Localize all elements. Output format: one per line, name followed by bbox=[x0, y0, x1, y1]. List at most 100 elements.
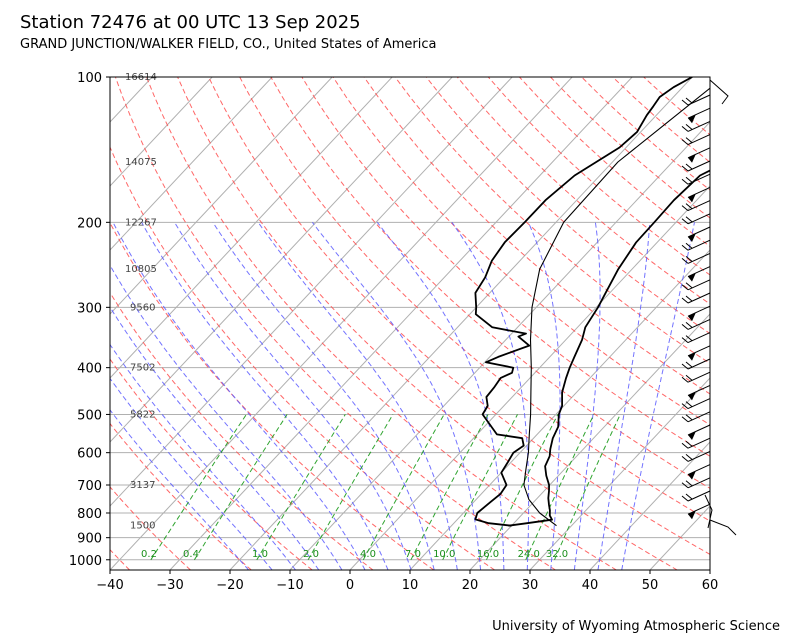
plot-frame bbox=[109, 76, 711, 571]
isotherm-line bbox=[110, 77, 393, 379]
mixing-ratio-line bbox=[307, 414, 394, 561]
moist-adiabat bbox=[527, 222, 561, 570]
wind-barb-tick bbox=[681, 376, 689, 383]
mixing-ratio-label: 7.0 bbox=[405, 549, 421, 560]
x-tick-label: 60 bbox=[702, 578, 719, 593]
height-label: 12267 bbox=[125, 217, 157, 228]
mixing-ratio-labels: 0.2 0.4 1.0 2.0 4.0 7.0 10.0 16.0 24.0 32.0 bbox=[141, 549, 568, 560]
dry-adiabat bbox=[110, 486, 191, 570]
x-tick-label: −10 bbox=[276, 578, 303, 593]
wind-barb-staff bbox=[687, 134, 711, 146]
wind-barb-tick bbox=[681, 178, 689, 185]
wind-barb-tick bbox=[685, 137, 693, 143]
moist-adiabat bbox=[376, 221, 505, 570]
wind-barb bbox=[687, 424, 711, 440]
mixing-ratio-line bbox=[362, 414, 445, 561]
isobar-grid bbox=[110, 76, 710, 561]
dry-adiabat bbox=[332, 77, 710, 426]
wind-barb bbox=[681, 213, 711, 225]
wind-barb bbox=[687, 345, 711, 361]
wind-barb-tick bbox=[685, 163, 693, 170]
moist-adiabat bbox=[174, 222, 412, 570]
wind-barb bbox=[681, 398, 711, 410]
wind-barb-staff bbox=[687, 398, 711, 410]
y-axis: 100 200 300 400 500 600 700 800 900 1000 bbox=[69, 71, 110, 569]
wind-barb bbox=[681, 200, 711, 212]
wind-barb-tick bbox=[681, 363, 689, 370]
height-label: 7502 bbox=[130, 363, 155, 374]
x-tick-label: 50 bbox=[642, 578, 659, 593]
wind-barb-flag bbox=[688, 351, 696, 361]
wind-barb-tick bbox=[681, 244, 689, 251]
moist-adiabat bbox=[257, 222, 458, 570]
wind-barb-tick bbox=[681, 218, 689, 225]
y-tick-label: 500 bbox=[77, 408, 102, 423]
isotherm-line bbox=[649, 505, 710, 570]
mixing-ratio-line bbox=[486, 414, 559, 560]
wind-barb bbox=[681, 94, 711, 106]
wind-barb-tick bbox=[685, 216, 693, 223]
y-tick-label: 800 bbox=[77, 507, 102, 522]
mixing-ratio-lines bbox=[150, 414, 621, 561]
wind-barb-staff bbox=[687, 120, 711, 132]
wind-barb-tick bbox=[685, 176, 693, 183]
wind-barb-tick bbox=[681, 99, 689, 106]
mixing-ratio-line bbox=[256, 414, 346, 561]
wind-barb bbox=[681, 239, 711, 251]
dry-adiabat bbox=[110, 145, 495, 570]
dry-adiabats bbox=[110, 77, 710, 570]
wind-barb bbox=[681, 477, 711, 489]
height-label: 3137 bbox=[130, 480, 155, 491]
moist-adiabat bbox=[312, 222, 482, 570]
mixing-ratio-label: 24.0 bbox=[518, 549, 540, 560]
y-tick-label: 900 bbox=[77, 532, 102, 547]
wind-barb-tick bbox=[685, 440, 693, 447]
height-label: 9560 bbox=[130, 302, 155, 313]
isotherm-line bbox=[0, 77, 92, 570]
wind-barb bbox=[681, 279, 711, 291]
wind-barb-tick bbox=[681, 258, 689, 264]
dry-adiabat bbox=[301, 77, 710, 457]
chart-title: Station 72476 at 00 UTC 13 Sep 2025 bbox=[20, 12, 361, 33]
wind-barb-flag bbox=[688, 431, 696, 440]
mixing-ratio-label: 2.0 bbox=[303, 549, 319, 560]
wind-barb-tick bbox=[681, 337, 689, 343]
height-label: 14075 bbox=[125, 157, 157, 168]
wind-barb-staff bbox=[687, 437, 711, 449]
wind-barb bbox=[681, 292, 711, 304]
wind-barb bbox=[687, 186, 711, 203]
moist-adiabat bbox=[621, 222, 695, 570]
dry-adiabat bbox=[110, 358, 313, 570]
wind-barb-flag bbox=[688, 193, 696, 203]
mixing-ratio-label: 1.0 bbox=[252, 549, 268, 560]
wind-barb bbox=[687, 384, 711, 401]
chart-subtitle: GRAND JUNCTION/WALKER FIELD, CO., United… bbox=[20, 37, 437, 52]
wind-barb-tick bbox=[685, 322, 693, 328]
wind-barb-tick bbox=[685, 203, 693, 209]
wind-barb bbox=[687, 226, 711, 242]
moist-adiabat bbox=[110, 409, 249, 570]
mixing-ratio-label: 32.0 bbox=[546, 549, 568, 560]
wind-barb bbox=[681, 490, 711, 502]
x-tick-label: 40 bbox=[582, 578, 599, 593]
x-axis: −40 −30 −20 −10 0 10 20 30 40 50 60 bbox=[96, 570, 718, 593]
wind-barb-tick bbox=[685, 493, 693, 500]
wind-barb-tick bbox=[681, 403, 689, 409]
moist-adiabat bbox=[573, 222, 601, 570]
wind-barb bbox=[687, 107, 711, 124]
wind-barb-staff bbox=[687, 477, 711, 489]
wind-barb-tick bbox=[681, 126, 689, 132]
mixing-ratio-label: 0.2 bbox=[141, 549, 157, 560]
mixing-ratio-label: 16.0 bbox=[477, 549, 499, 560]
wind-barb-flag bbox=[688, 153, 696, 163]
isotherm-line bbox=[110, 77, 453, 443]
wind-barb bbox=[687, 305, 711, 322]
y-tick-label: 100 bbox=[77, 71, 102, 86]
x-tick-label: −30 bbox=[156, 578, 183, 593]
wind-barb-staff bbox=[687, 279, 711, 291]
dry-adiabat bbox=[146, 77, 617, 570]
wind-barb bbox=[709, 79, 729, 105]
mixing-ratio-label: 0.4 bbox=[183, 549, 199, 560]
wind-barb-flag bbox=[688, 470, 696, 480]
isotherm-line bbox=[229, 77, 693, 570]
